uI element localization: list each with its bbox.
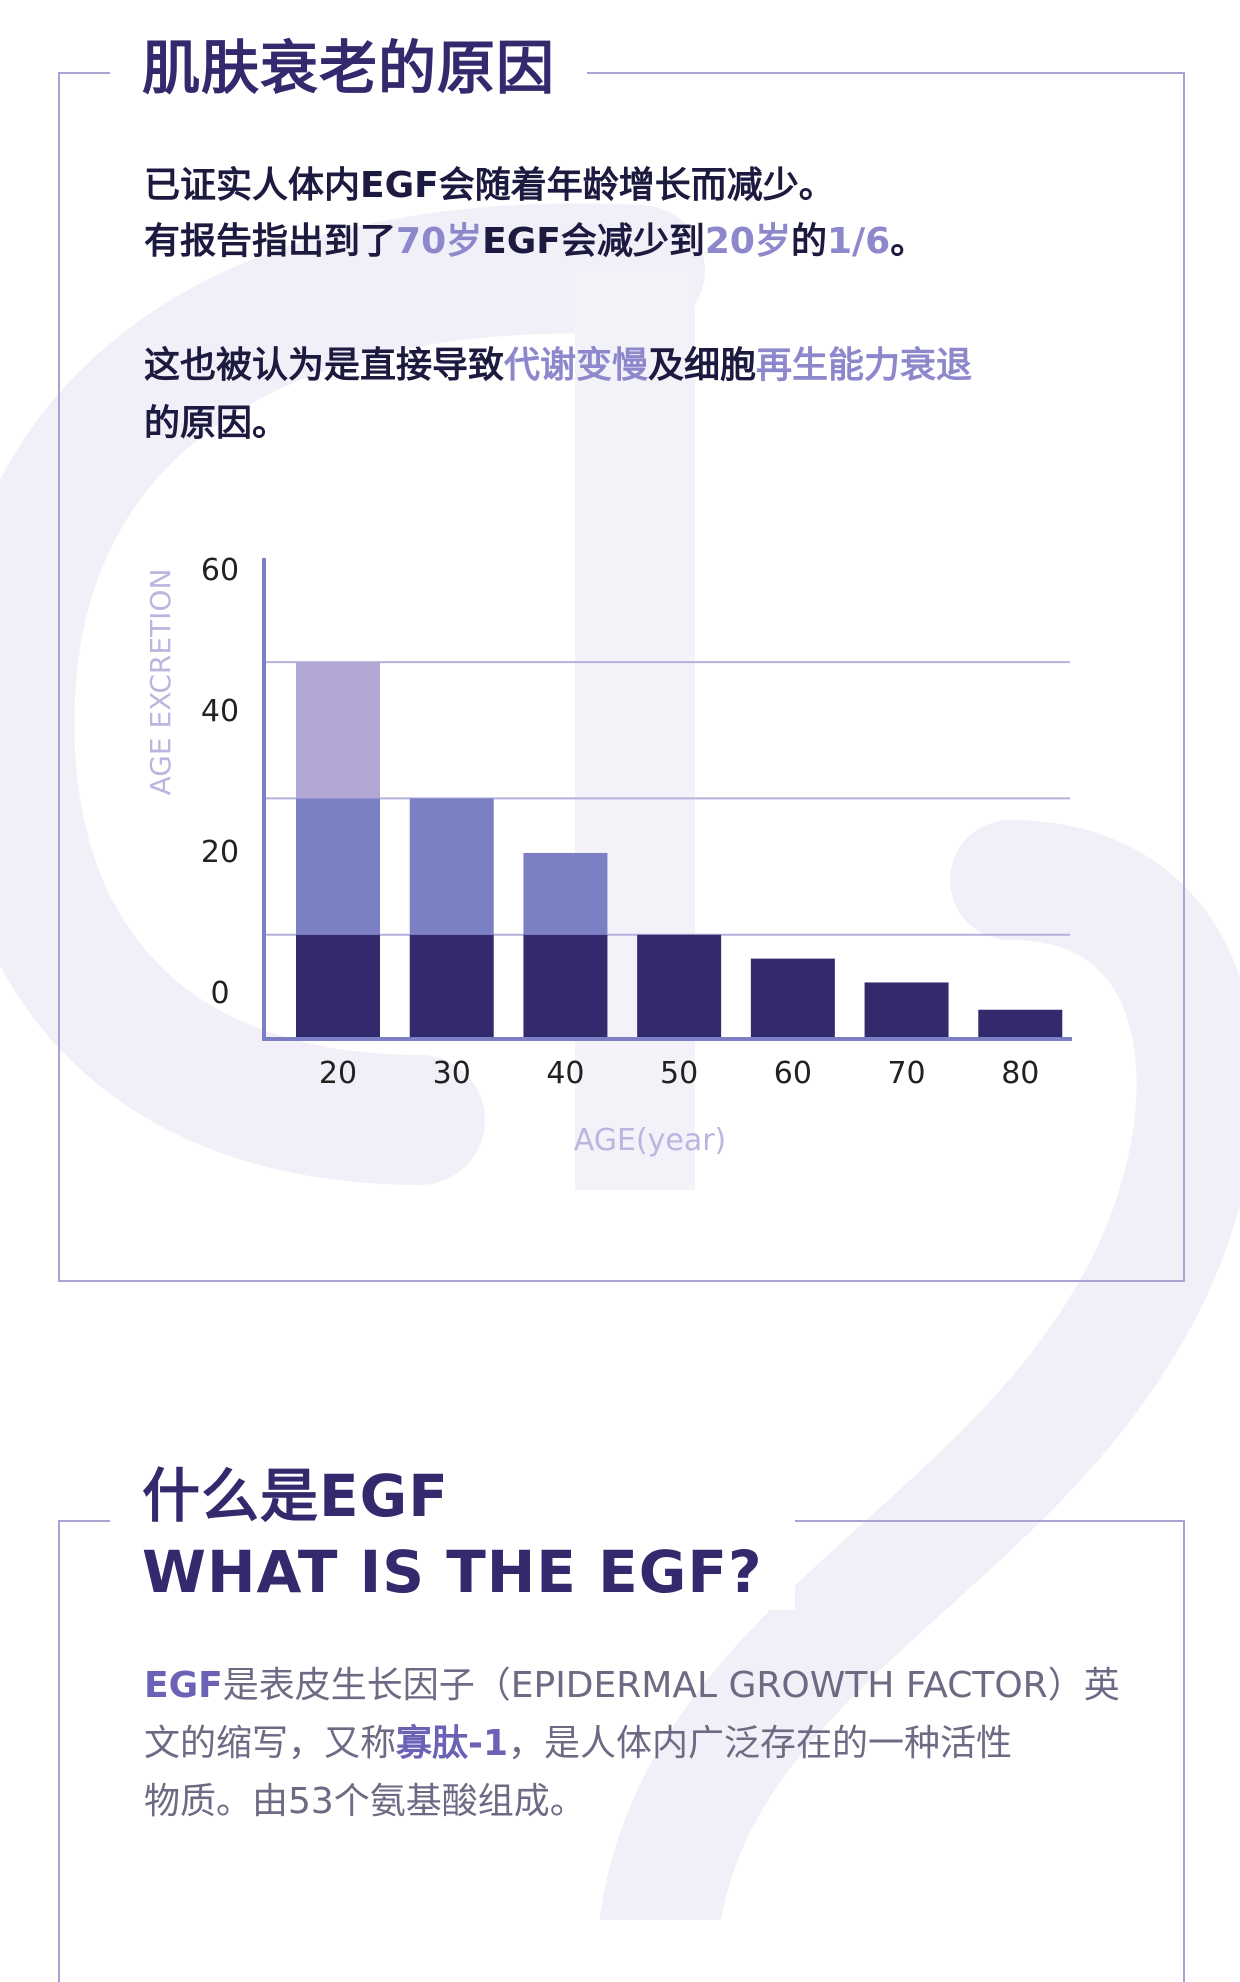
bar-segment	[978, 1009, 1063, 1037]
text-segment: 文的缩写，又称	[144, 1723, 397, 1764]
highlight-metabolism: 代谢变慢	[504, 345, 649, 386]
paragraph-line-4: 的原因。	[144, 403, 289, 444]
text-segment: 及细胞	[648, 345, 757, 386]
x-axis-title: AGE(year)	[574, 1123, 727, 1158]
title-english: WHAT IS THE EGF?	[142, 1538, 763, 1606]
chart-svg: 20 30 40 50 60 70 80 0 20 40 60 AGE EXCRETION AGE(ye…	[144, 553, 1072, 1158]
y-tick-label: 20	[201, 835, 239, 870]
paragraph-line-3: 这也被认为是直接导致代谢变慢及细胞再生能力衰退	[144, 338, 972, 394]
x-tick-label: 80	[1001, 1056, 1039, 1091]
highlight-age-70: 70岁	[396, 221, 483, 262]
bar-segment	[296, 662, 380, 799]
text-segment: 是表皮生长因子（EPIDERMAL GROWTH FACTOR）英	[222, 1665, 1120, 1706]
section-title-egf: 什么是EGF WHAT IS THE EGF?	[110, 1458, 795, 1610]
y-tick-label: 60	[201, 553, 239, 588]
bar-segment	[296, 934, 380, 1037]
x-tick-label: 50	[660, 1056, 698, 1091]
text-segment: EGF会减少到	[482, 221, 705, 262]
background-decoration	[0, 203, 1240, 1920]
y-tick-label: 0	[210, 976, 229, 1011]
text-segment: 的	[790, 221, 827, 262]
bar-segment	[296, 798, 380, 935]
egf-desc-line-3: 物质。由53个氨基酸组成。	[144, 1781, 586, 1822]
highlight-age-20: 20岁	[704, 221, 791, 262]
x-tick-label: 30	[433, 1056, 471, 1091]
paragraph-line-1: 已证实人体内EGF会随着年龄增长而减少。	[144, 165, 835, 206]
title-chinese: 什么是EGF	[142, 1462, 449, 1530]
highlight-fraction: 1/6	[826, 221, 891, 262]
bar-segment	[637, 934, 722, 1037]
bar-segment	[409, 798, 494, 935]
highlight-regeneration: 再生能力衰退	[756, 345, 973, 386]
bar-segment	[523, 852, 608, 935]
egf-desc-line-2: 文的缩写，又称寡肽-1，是人体内广泛存在的一种活性	[144, 1716, 1012, 1772]
section-title-aging: 肌肤衰老的原因	[110, 30, 588, 106]
x-tick-label: 70	[887, 1056, 925, 1091]
highlight-oligopeptide: 寡肽-1	[396, 1723, 509, 1764]
egf-desc-line-1: EGF是表皮生长因子（EPIDERMAL GROWTH FACTOR）英	[144, 1658, 1120, 1714]
aging-causes-panel	[58, 72, 1185, 1282]
x-tick-label: 60	[774, 1056, 812, 1091]
x-tick-label: 40	[546, 1056, 584, 1091]
highlight-egf: EGF	[144, 1665, 223, 1706]
text-segment: 。	[890, 221, 927, 262]
bar-segment	[864, 982, 949, 1037]
text-segment: ，是人体内广泛存在的一种活性	[508, 1723, 1013, 1764]
paragraph-line-2: 有报告指出到了70岁EGF会减少到20岁的1/6。	[144, 214, 926, 270]
y-tick-label: 40	[201, 694, 239, 729]
text-segment: 这也被认为是直接导致	[144, 345, 505, 386]
bar-segment	[523, 934, 608, 1037]
y-axis-title: AGE EXCRETION	[144, 569, 177, 796]
bar-segment	[409, 934, 494, 1037]
x-tick-label: 20	[319, 1056, 357, 1091]
text-segment: 有报告指出到了	[144, 221, 397, 262]
egf-age-chart: 20 30 40 50 60 70 80 0 20 40 60 AGE EXCRETION AGE(ye…	[144, 553, 1072, 1158]
bar-segment	[750, 958, 835, 1037]
